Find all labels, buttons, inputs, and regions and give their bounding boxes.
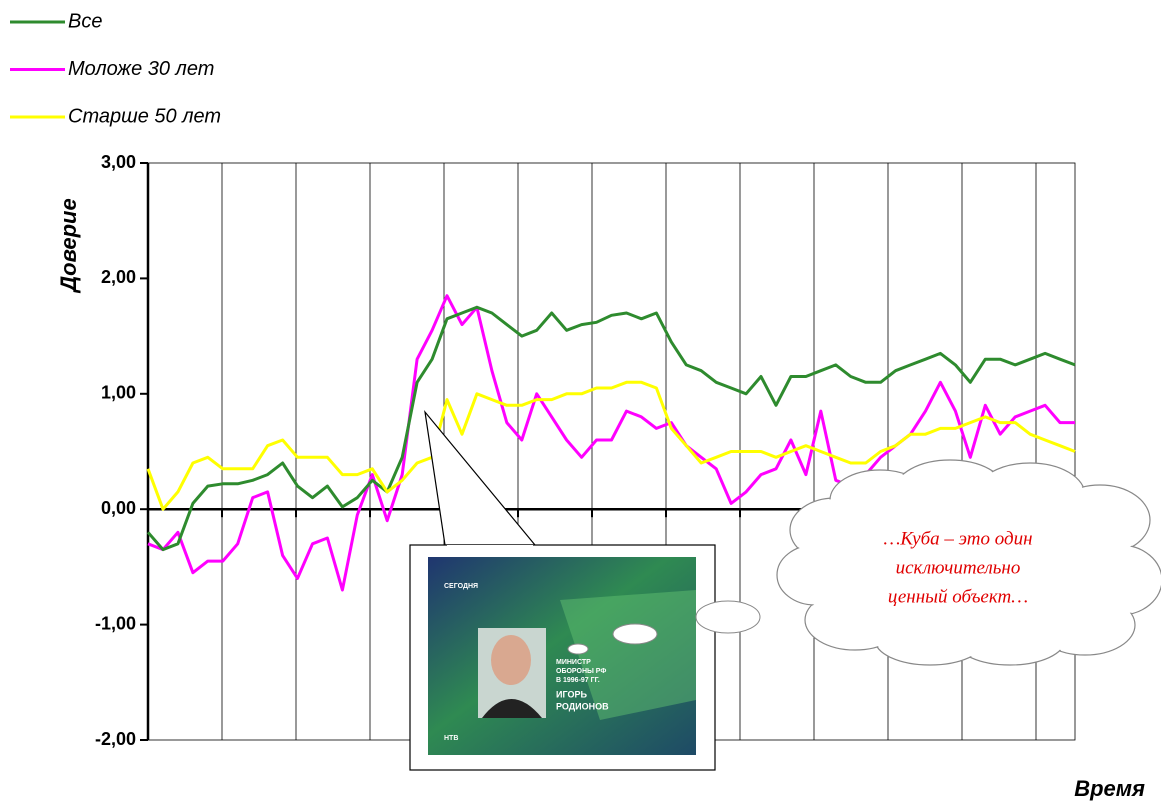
tv-logo: НТВ: [444, 735, 458, 742]
series-line: [146, 380, 1076, 511]
y-tick-label: 3,00: [101, 152, 136, 172]
lines: [146, 294, 1076, 592]
y-tick-label: -1,00: [95, 613, 136, 633]
annotation: исключительно: [896, 557, 1021, 578]
thought-bubble: [567, 643, 589, 655]
tv-caption: МИНИСТР: [556, 659, 591, 666]
cloud-body: [815, 500, 1115, 630]
tv-name: РОДИОНОВ: [556, 701, 609, 711]
cloud: [776, 459, 1161, 666]
annotation: …Куба – это один: [883, 528, 1032, 549]
tv-suit: [482, 699, 542, 718]
tv-caption: В 1996-97 ГГ.: [556, 677, 600, 684]
tv-face: [491, 635, 531, 685]
annotation: ценный объект…: [888, 586, 1028, 607]
series-line: [147, 294, 1075, 592]
callout-pointer: [424, 409, 537, 546]
y-tick-label: 0,00: [101, 498, 136, 518]
tv-channel: СЕГОДНЯ: [444, 583, 478, 590]
x-axis-title: Время: [1074, 776, 1145, 801]
tv-name: ИГОРЬ: [556, 689, 587, 699]
legend: Все Моложе 30 лет Старше 50 лет: [10, 10, 221, 127]
y-tick-label: 2,00: [101, 267, 136, 287]
axes: 3,00 2,00 1,00 0,00 -1,00 -2,00: [95, 152, 1075, 749]
y-axis-title: Доверие: [56, 198, 81, 293]
y-tick-label: 1,00: [101, 383, 136, 403]
legend-label: Все: [68, 10, 102, 32]
legend-label: Старше 50 лет: [68, 105, 221, 127]
series-line: [146, 305, 1076, 552]
tv-caption: ОБОРОНЫ РФ: [556, 668, 606, 675]
tv-panel: [560, 590, 696, 720]
tv-image: СЕГОДНЯ МИНИСТР ОБОРОНЫ РФ В 1996-97 ГГ.…: [428, 557, 696, 755]
thought-bubble: [695, 600, 761, 634]
thought-bubble: [612, 623, 658, 645]
legend-label: Моложе 30 лет: [68, 58, 214, 80]
y-tick-label: -2,00: [95, 729, 136, 749]
